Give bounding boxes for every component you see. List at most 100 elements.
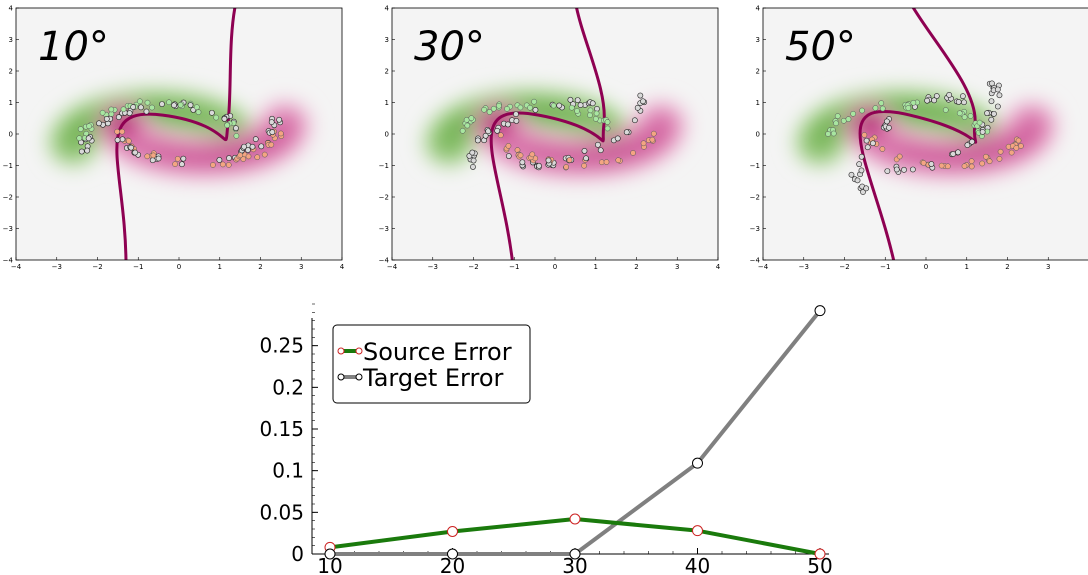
source-point-green bbox=[604, 119, 611, 125]
panel-y-tick-label: 0 bbox=[9, 131, 13, 139]
target-point bbox=[114, 137, 121, 143]
panel-y-tick-label: 3 bbox=[9, 36, 13, 44]
x-tick-label: 20 bbox=[440, 554, 465, 575]
target-point bbox=[597, 147, 604, 154]
source-point-green bbox=[166, 99, 172, 106]
series-group bbox=[324, 305, 826, 560]
source-point-green bbox=[527, 104, 533, 111]
target-point bbox=[85, 135, 92, 142]
panel-y-tick-label: −2 bbox=[750, 194, 760, 202]
panel-y-tick-label: −2 bbox=[379, 194, 389, 202]
source-point-green bbox=[905, 105, 912, 111]
legend-marker-target-a bbox=[337, 373, 345, 381]
source-point-red bbox=[996, 155, 1003, 162]
source-point-red bbox=[497, 132, 504, 139]
panel-x-tick-label: 0 bbox=[177, 263, 181, 271]
panel-y-tick-label: 1 bbox=[385, 99, 389, 107]
target-point bbox=[984, 110, 990, 117]
source-point-red bbox=[237, 152, 244, 159]
source-point-red bbox=[986, 158, 993, 165]
source-point-red bbox=[174, 156, 181, 162]
target-point bbox=[130, 104, 137, 110]
target-point bbox=[640, 98, 646, 105]
target-point bbox=[258, 143, 265, 150]
scatter-panel-3: −4 −3 −2 −1 0 1 2 3 4 3 2 1 0 −1 −2 −3 −4 50° bbox=[750, 5, 1088, 271]
y-tick-label: 0.2 bbox=[272, 375, 304, 399]
target-point bbox=[969, 138, 975, 145]
source-point-red bbox=[615, 157, 622, 164]
target-point bbox=[614, 135, 621, 142]
source-point-green bbox=[587, 112, 593, 118]
target-point bbox=[583, 155, 589, 162]
panel-y-tick-label: 4 bbox=[385, 5, 390, 13]
legend-marker-source-b bbox=[355, 347, 363, 355]
source-point-red bbox=[979, 160, 986, 167]
decision-boundary bbox=[858, 8, 978, 260]
target-point bbox=[556, 102, 563, 109]
target-point bbox=[901, 166, 907, 173]
target-point bbox=[138, 104, 144, 111]
panel-y-tick-label: 3 bbox=[385, 36, 389, 44]
source-point-green bbox=[850, 110, 856, 117]
target-point bbox=[505, 121, 511, 128]
target-point bbox=[474, 137, 481, 144]
target-point bbox=[269, 129, 276, 136]
source-point-green bbox=[481, 106, 487, 113]
target-point bbox=[994, 86, 1001, 93]
panel-y-tick-label: −3 bbox=[3, 225, 13, 233]
target-point bbox=[581, 148, 588, 154]
source-point-red bbox=[983, 153, 989, 160]
source-point-green bbox=[961, 114, 968, 121]
source-point-green bbox=[144, 99, 151, 106]
source-point-green bbox=[149, 104, 155, 111]
error-line-chart: 0 0.05 0.1 0.15 0.2 0.25 10 20 30 40 50 Source Er… bbox=[259, 303, 833, 575]
target-point bbox=[634, 104, 641, 111]
target-point bbox=[991, 110, 997, 117]
target-point bbox=[78, 148, 85, 155]
source-point-green bbox=[177, 102, 184, 108]
target-point bbox=[860, 189, 866, 195]
source-point-green bbox=[878, 100, 885, 106]
panel-x-tick-label: −2 bbox=[92, 263, 102, 271]
target-point bbox=[532, 106, 539, 113]
series-marker-target-error bbox=[447, 548, 458, 560]
source-point-red bbox=[945, 163, 951, 170]
target-point bbox=[964, 142, 971, 148]
source-point-green bbox=[840, 117, 847, 124]
source-point-red bbox=[245, 153, 252, 160]
source-point-green bbox=[833, 120, 839, 127]
legend-marker-source-a bbox=[337, 347, 345, 355]
target-point bbox=[637, 92, 644, 99]
source-point-red bbox=[920, 160, 927, 166]
target-point bbox=[103, 116, 110, 122]
source-point-red bbox=[968, 158, 975, 165]
target-point bbox=[946, 92, 953, 98]
target-point bbox=[979, 128, 986, 135]
source-point-green bbox=[120, 106, 127, 113]
source-point-red bbox=[650, 130, 657, 137]
panel-angle-label: 10° bbox=[38, 24, 109, 70]
y-tick-label: 0.1 bbox=[272, 459, 304, 483]
target-point bbox=[519, 159, 526, 166]
target-point bbox=[96, 120, 102, 127]
source-point-green bbox=[490, 105, 497, 112]
panel-x-tick-label: 2 bbox=[1005, 263, 1009, 271]
target-point bbox=[149, 157, 156, 164]
source-point-red bbox=[150, 152, 157, 159]
x-tick-label: 30 bbox=[562, 554, 587, 575]
panel-x-tick-label: −3 bbox=[428, 263, 438, 271]
target-point bbox=[252, 136, 259, 143]
source-point-red bbox=[640, 140, 647, 147]
source-point-red bbox=[563, 164, 570, 170]
panel-y-tick-label: 2 bbox=[9, 68, 13, 76]
panel-y-tick-label: 0 bbox=[385, 131, 389, 139]
target-point bbox=[132, 149, 139, 156]
source-point-red bbox=[581, 162, 587, 169]
target-point bbox=[924, 97, 931, 104]
source-point-green bbox=[834, 113, 841, 119]
source-point-green bbox=[550, 102, 557, 109]
target-point bbox=[623, 129, 630, 136]
source-point-green bbox=[859, 107, 865, 114]
target-point bbox=[955, 99, 962, 105]
y-tick-label: 0.15 bbox=[259, 417, 304, 441]
